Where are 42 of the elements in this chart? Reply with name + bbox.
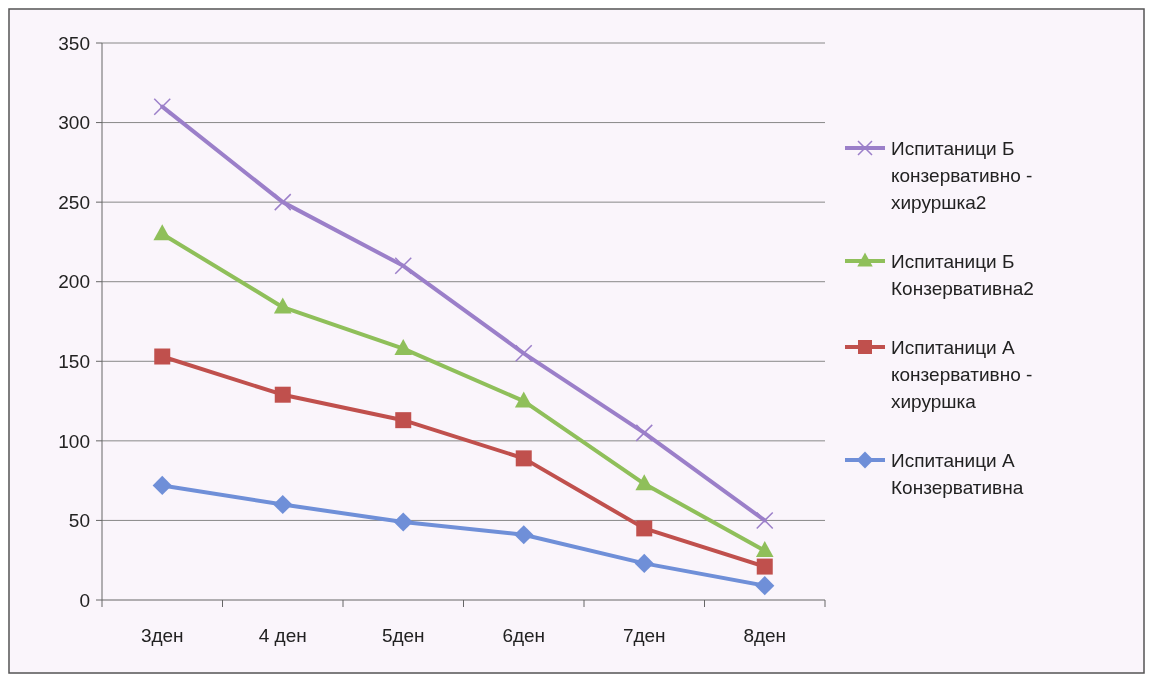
point <box>152 475 172 496</box>
point <box>514 525 534 545</box>
point <box>274 193 292 211</box>
point <box>273 494 293 515</box>
point <box>756 558 773 575</box>
point <box>154 348 171 365</box>
point <box>394 257 412 275</box>
point <box>755 576 775 596</box>
legend-label: Испитаници Б конзервативно - хируршка2 <box>891 137 1033 213</box>
x-tick-label: 3ден <box>140 625 184 646</box>
y-tick-label: 50 <box>68 510 90 532</box>
point <box>515 344 533 363</box>
point <box>153 224 172 241</box>
point <box>514 391 533 408</box>
x-tick-label: 5ден <box>381 625 425 646</box>
legend-label: Испитаници А конзервативно - хируршка <box>891 336 1033 412</box>
point <box>755 541 774 558</box>
point <box>153 97 171 116</box>
x-tick-label: 8ден <box>743 625 787 646</box>
legend-label: Испитаници Б Конзервативна2 <box>891 250 1034 299</box>
y-tick-label: 250 <box>58 191 90 213</box>
point <box>635 424 653 442</box>
point <box>393 512 413 532</box>
point <box>515 450 532 467</box>
y-tick-label: 0 <box>79 589 90 611</box>
point <box>635 474 654 491</box>
y-tick-label: 200 <box>58 271 90 293</box>
point <box>394 338 413 355</box>
y-tick-label: 350 <box>58 32 90 54</box>
point <box>395 412 412 429</box>
y-tick-label: 150 <box>58 350 90 372</box>
point <box>636 520 653 537</box>
y-tick-label: 300 <box>58 112 90 134</box>
point <box>756 511 774 530</box>
point <box>273 297 292 314</box>
point <box>634 553 654 573</box>
legend-label: Испитаници А Конзервативна <box>891 449 1024 498</box>
x-tick-label: 7ден <box>622 625 666 646</box>
x-tick-label: 4 ден <box>258 625 307 646</box>
x-tick-label: 6ден <box>502 625 546 646</box>
y-tick-label: 100 <box>58 430 90 452</box>
point <box>274 386 291 403</box>
